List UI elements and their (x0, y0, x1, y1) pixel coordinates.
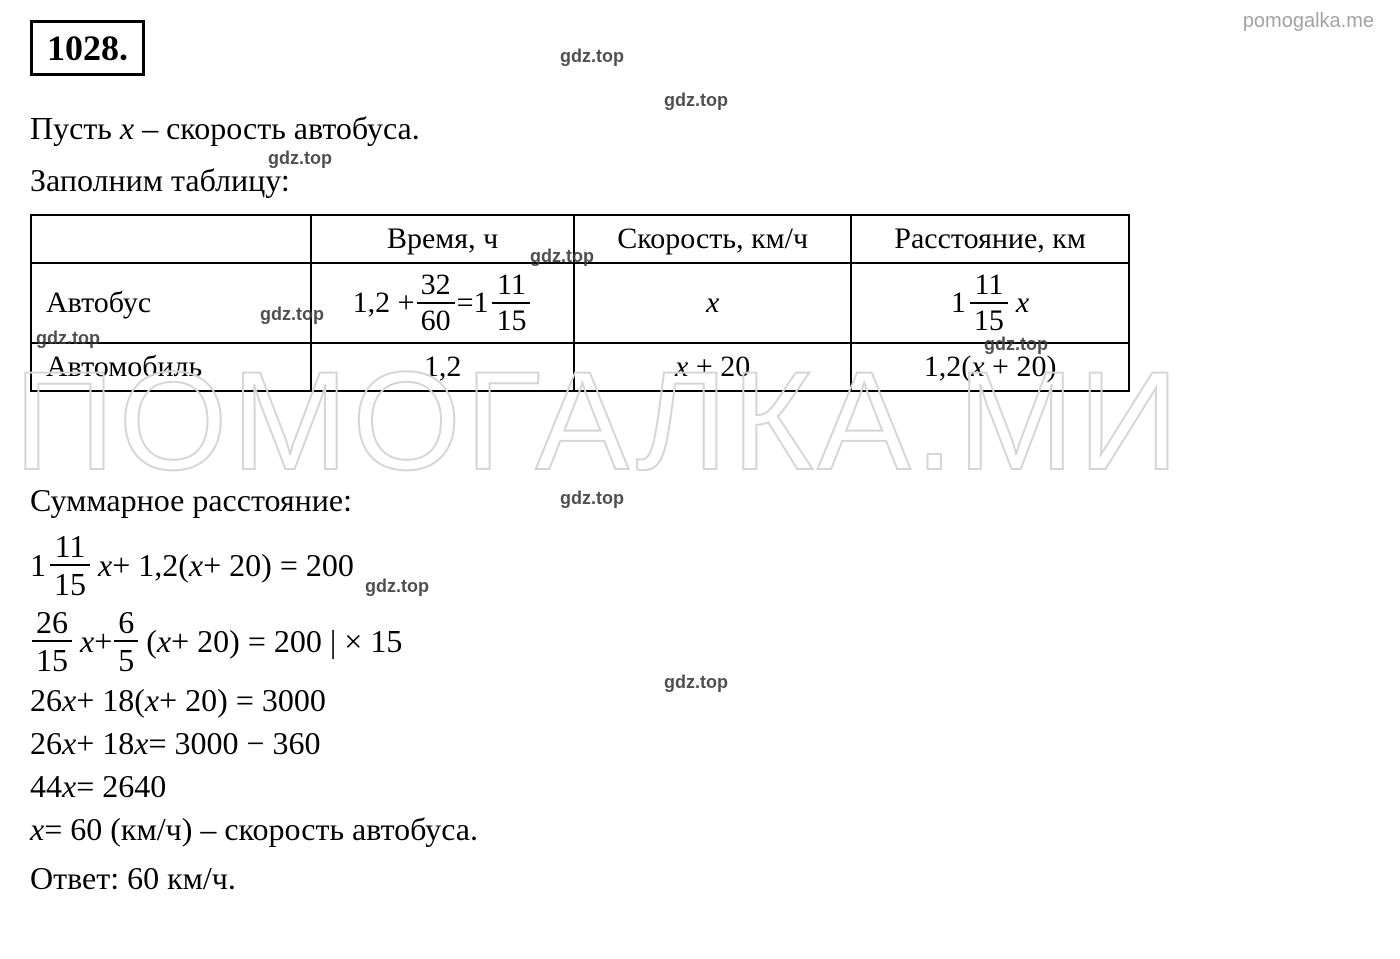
eq4-pre: 26 (30, 725, 62, 762)
bus-time-mixed-den: 15 (492, 304, 530, 336)
bus-dist-x: x (1016, 286, 1029, 320)
eq4-mid: + 18 (76, 725, 134, 762)
eq4-x1: x (62, 725, 76, 762)
th-time: Время, ч (311, 215, 574, 263)
cell-car-label: Автомобиль (31, 343, 311, 391)
bus-time-f1-den: 60 (417, 304, 455, 336)
bus-dist-mixed: 1 11 15 (951, 270, 1010, 336)
eq4: 26x + 18x = 3000 − 360 (30, 725, 1370, 762)
th-speed: Скорость, км/ч (574, 215, 851, 263)
table-row-car: Автомобиль 1,2 x + 20 1,2(x + 20) (31, 343, 1129, 391)
eq4-x2: x (134, 725, 148, 762)
eq3-pre: 26 (30, 682, 62, 719)
eq1-mid: + 1,2( (112, 547, 189, 584)
eq3-suf: + 20) = 3000 (159, 682, 326, 719)
eq2-f1-num: 26 (32, 606, 72, 642)
th-blank (31, 215, 311, 263)
problem-number: 1028. (30, 20, 145, 76)
cell-car-time: 1,2 (311, 343, 574, 391)
eq2-f2-den: 5 (114, 642, 138, 676)
bus-time-prefix: 1,2 + (353, 286, 415, 320)
th-dist: Расстояние, км (851, 215, 1129, 263)
eq1-whole: 1 (30, 547, 46, 584)
eq3-mid: + 18( (76, 682, 145, 719)
bus-time-frac1: 32 60 (417, 270, 455, 336)
table-row-bus: Автобус 1,2 + 32 60 = 1 11 15 (31, 263, 1129, 343)
eq4-suf: = 3000 − 360 (148, 725, 320, 762)
eq1-den: 15 (50, 566, 90, 600)
eq3-x2: x (145, 682, 159, 719)
page-root: pomogalka.me ПОМОГАЛКА.МИ 1028. Пусть x … (0, 0, 1400, 959)
intro-line-1: Пусть x – скорость автобуса. (30, 104, 1370, 152)
eq2-x1: x (80, 623, 94, 660)
eq2-x2: x (157, 623, 171, 660)
problem-number-box: 1028. (30, 20, 1370, 100)
eq5-pre: 44 (30, 768, 62, 805)
body-heading: Суммарное расстояние: (30, 476, 1370, 524)
cell-bus-label: Автобус (31, 263, 311, 343)
eq2: 26 15 x + 6 5 (x + 20) = 200 | × 15 (30, 606, 1370, 676)
eq1-suffix: + 20) = 200 (203, 547, 354, 584)
bus-time-eq: = (457, 286, 474, 320)
eq1-num: 11 (50, 530, 90, 566)
eq2-rest: + 20) = 200 | × 15 (171, 623, 402, 660)
eq5-x: x (62, 768, 76, 805)
bus-dist-mixed-den: 15 (970, 304, 1008, 336)
eq1-x1: x (98, 547, 112, 584)
bus-time-mixed-whole: 1 (473, 286, 488, 320)
bus-dist-mixed-whole: 1 (951, 286, 966, 320)
data-table: Время, ч Скорость, км/ч Расстояние, км А… (30, 214, 1130, 392)
cell-bus-time: 1,2 + 32 60 = 1 11 15 (311, 263, 574, 343)
cell-car-dist: 1,2(x + 20) (851, 343, 1129, 391)
cell-bus-dist: 1 11 15 x (851, 263, 1129, 343)
car-speed-x: x (675, 350, 688, 383)
intro1-suffix: – скорость автобуса. (134, 110, 420, 146)
eq2-f2-num: 6 (114, 606, 138, 642)
eq5-suf: = 2640 (76, 768, 166, 805)
answer-line: Ответ: 60 км/ч. (30, 854, 1370, 902)
intro1-var: x (120, 110, 134, 146)
car-dist-x: x (971, 350, 984, 383)
cell-car-speed: x + 20 (574, 343, 851, 391)
eq1-x2: x (189, 547, 203, 584)
bus-speed-x: x (706, 286, 719, 319)
watermark-corner: pomogalka.me (1243, 10, 1374, 33)
car-speed-suffix: + 20 (688, 350, 750, 383)
eq2-par: ( (146, 623, 157, 660)
car-dist-suffix: + 20) (985, 350, 1057, 383)
eq5: 44x = 2640 (30, 768, 1370, 805)
table-header-row: Время, ч Скорость, км/ч Расстояние, км (31, 215, 1129, 263)
eq1: 1 11 15 x + 1,2(x + 20) = 200 (30, 530, 1370, 600)
eq2-f1-den: 15 (32, 642, 72, 676)
eq6-suf: = 60 (км/ч) – скорость автобуса. (44, 811, 478, 848)
eq6: x = 60 (км/ч) – скорость автобуса. (30, 811, 1370, 848)
intro1-prefix: Пусть (30, 110, 120, 146)
eq3-x1: x (62, 682, 76, 719)
eq6-x: x (30, 811, 44, 848)
intro-line-2: Заполним таблицу: (30, 156, 1370, 204)
car-dist-prefix: 1,2( (924, 350, 972, 383)
eq2-mid: + (94, 623, 112, 660)
eq3: 26x + 18(x + 20) = 3000 (30, 682, 1370, 719)
cell-bus-speed: x (574, 263, 851, 343)
bus-time-mixed: 1 11 15 (473, 270, 532, 336)
bus-time-mixed-num: 11 (492, 270, 530, 304)
bus-time-f1-num: 32 (417, 270, 455, 304)
bus-dist-mixed-num: 11 (970, 270, 1008, 304)
